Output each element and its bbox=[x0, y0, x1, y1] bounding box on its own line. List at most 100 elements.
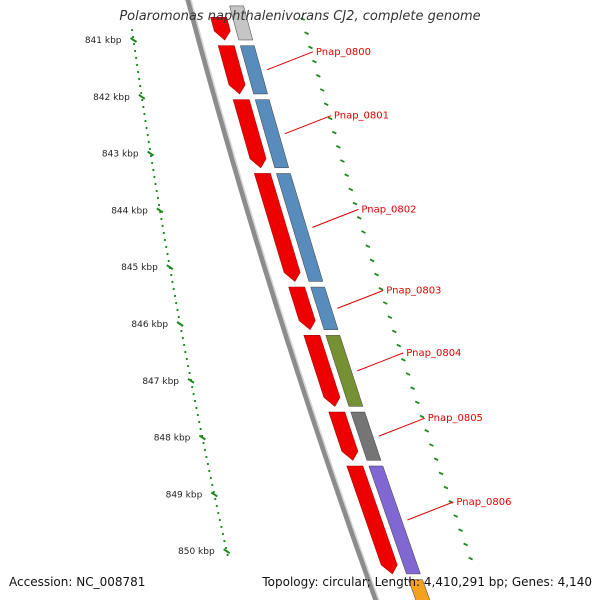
scale-dot bbox=[175, 301, 178, 305]
scale-dot bbox=[172, 287, 175, 291]
minor-tick bbox=[391, 329, 397, 334]
minor-tick bbox=[438, 471, 444, 476]
scale-dot bbox=[132, 35, 135, 39]
scale-dot bbox=[209, 476, 212, 480]
accession-text: Accession: NC_008781 bbox=[9, 575, 146, 589]
scale-dot bbox=[165, 245, 168, 249]
cds-arrow bbox=[217, 45, 246, 95]
scale-dot bbox=[203, 448, 206, 452]
minor-tick bbox=[304, 31, 310, 36]
scale-dot bbox=[195, 406, 198, 410]
minor-tick bbox=[323, 102, 329, 107]
minor-tick bbox=[396, 343, 402, 348]
backbone-line bbox=[185, 0, 379, 600]
scale-dot bbox=[184, 350, 187, 354]
scale-dot bbox=[134, 49, 137, 53]
minor-tick bbox=[443, 485, 449, 490]
scale-dot bbox=[180, 329, 183, 333]
scale-dot bbox=[202, 441, 205, 445]
major-tick bbox=[129, 37, 138, 43]
kbp-label: 845 kbp bbox=[121, 263, 158, 273]
scale-dot bbox=[163, 238, 167, 242]
scale-dot bbox=[211, 483, 214, 487]
leader-line bbox=[337, 289, 384, 309]
cds-arrow bbox=[288, 286, 316, 331]
gene-block bbox=[350, 411, 382, 461]
minor-tick bbox=[410, 386, 416, 391]
major-tick bbox=[210, 491, 218, 498]
scale-dot bbox=[160, 217, 163, 221]
scale-dot bbox=[136, 63, 139, 67]
minor-tick bbox=[387, 315, 393, 320]
cds-arrow bbox=[346, 465, 398, 575]
minor-tick bbox=[339, 159, 345, 163]
minor-tick bbox=[405, 372, 411, 376]
major-tick bbox=[198, 434, 206, 441]
cds-arrow bbox=[232, 99, 267, 169]
kbp-label: 846 kbp bbox=[131, 320, 168, 330]
scale-dot bbox=[148, 147, 151, 151]
major-tick bbox=[156, 207, 164, 214]
minor-tick bbox=[344, 173, 350, 178]
feature-block bbox=[408, 579, 431, 600]
scale-dot bbox=[226, 553, 229, 557]
scale-dot bbox=[167, 259, 170, 263]
minor-tick bbox=[335, 144, 341, 149]
gene-block bbox=[276, 173, 324, 282]
gene-label: Pnap_0804 bbox=[406, 348, 461, 359]
scale-dot bbox=[166, 252, 169, 256]
cds-arrow bbox=[328, 411, 359, 461]
scale-dot bbox=[192, 392, 195, 396]
leader-line bbox=[357, 352, 404, 372]
scale-dot bbox=[185, 357, 188, 361]
gene-label: Pnap_0803 bbox=[386, 285, 441, 296]
scale-dot bbox=[138, 77, 141, 81]
minor-tick bbox=[414, 400, 420, 405]
leader-line bbox=[378, 417, 425, 437]
scale-dot bbox=[133, 42, 136, 46]
leader-line bbox=[266, 51, 314, 71]
scale-dot bbox=[153, 175, 156, 179]
minor-tick bbox=[378, 286, 384, 291]
gene-label: Pnap_0806 bbox=[456, 497, 511, 508]
gene-label: Pnap_0800 bbox=[316, 47, 371, 58]
major-tick bbox=[147, 150, 155, 157]
scale-dot bbox=[191, 385, 194, 389]
minor-tick bbox=[315, 73, 321, 78]
gene-label: Pnap_0805 bbox=[428, 413, 483, 424]
scale-dot bbox=[188, 371, 191, 375]
scale-dot bbox=[217, 511, 220, 515]
leader-line bbox=[284, 115, 332, 135]
gene-block bbox=[239, 45, 268, 95]
scale-dot bbox=[193, 399, 197, 403]
minor-tick bbox=[428, 443, 434, 447]
scale-dot bbox=[183, 343, 186, 347]
minor-tick bbox=[352, 201, 358, 206]
gene-label: Pnap_0802 bbox=[361, 204, 416, 215]
leader-line bbox=[312, 208, 359, 228]
major-tick bbox=[166, 264, 174, 271]
scale-dot bbox=[143, 112, 146, 116]
scale-dot bbox=[196, 413, 199, 417]
scale-dot bbox=[170, 273, 173, 277]
scale-dot bbox=[208, 469, 211, 473]
gene-block bbox=[325, 335, 364, 407]
scale-dot bbox=[218, 518, 221, 522]
genome-title: Polaromonas naphthalenivorans CJ2, compl… bbox=[119, 9, 481, 24]
minor-tick bbox=[319, 88, 325, 92]
minor-tick bbox=[374, 272, 379, 277]
minor-tick bbox=[453, 514, 459, 518]
scale-dot bbox=[140, 91, 143, 95]
minor-tick bbox=[327, 116, 333, 121]
scale-dot bbox=[139, 84, 142, 88]
scale-dot bbox=[173, 294, 177, 298]
scale-dot bbox=[151, 161, 154, 165]
minor-tick bbox=[433, 457, 439, 462]
minor-tick bbox=[400, 357, 406, 362]
scale-dot bbox=[199, 427, 202, 431]
scale-dot bbox=[187, 364, 190, 368]
minor-tick bbox=[463, 542, 469, 547]
scale-dot bbox=[214, 497, 217, 501]
